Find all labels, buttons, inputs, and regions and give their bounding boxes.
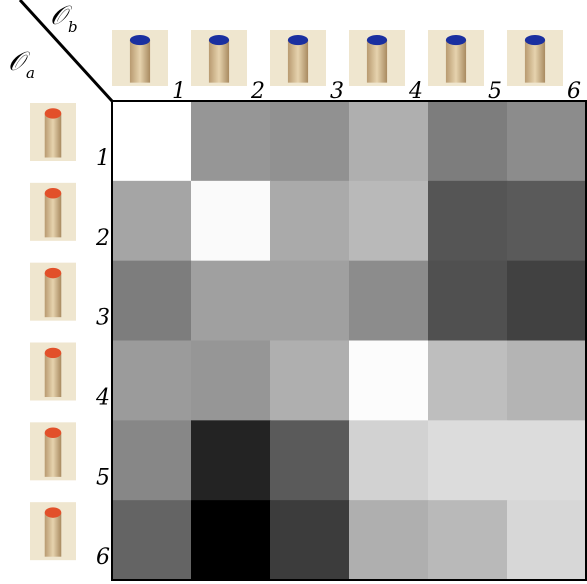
matrix-border xyxy=(111,100,587,581)
cylinder xyxy=(208,40,230,83)
cell xyxy=(428,420,508,501)
x-label-subscript: b xyxy=(68,18,78,36)
cell xyxy=(112,340,192,421)
cylinder xyxy=(44,193,62,238)
cell xyxy=(191,260,271,341)
y-tick-label: 3 xyxy=(96,306,110,331)
y-tick-label: 1 xyxy=(96,146,110,171)
y-axis-label: 𝒪 a xyxy=(8,47,35,82)
x-tick-label: 4 xyxy=(408,79,423,104)
thumbnail xyxy=(30,262,76,321)
cell xyxy=(191,101,271,182)
cell xyxy=(270,180,350,262)
cell xyxy=(428,180,508,262)
thumbnail xyxy=(30,342,76,401)
cell xyxy=(112,420,192,501)
cap xyxy=(129,35,151,46)
cylinder xyxy=(129,40,151,83)
x-tick-label: 3 xyxy=(330,79,344,104)
y-tick-label: 6 xyxy=(96,545,110,570)
cell xyxy=(270,101,350,182)
cap xyxy=(208,35,230,46)
x-tick-label: 1 xyxy=(172,79,186,104)
x-axis-label: 𝒪 b xyxy=(50,1,78,36)
cylinder xyxy=(366,40,388,83)
cell xyxy=(270,420,350,501)
cell xyxy=(112,500,192,581)
cell xyxy=(428,340,508,421)
cell xyxy=(507,340,587,421)
cell xyxy=(191,180,271,262)
y-tick-label: 5 xyxy=(96,465,110,490)
cell xyxy=(112,101,192,182)
cell xyxy=(349,260,429,341)
cylinder xyxy=(445,40,467,83)
cylinder xyxy=(44,273,62,318)
cell xyxy=(191,340,271,421)
x-tick-label: 6 xyxy=(567,79,581,104)
cylinder xyxy=(44,352,62,398)
cap xyxy=(44,267,62,279)
y-tick-label: 2 xyxy=(95,226,110,251)
cap xyxy=(44,108,62,119)
cell xyxy=(507,101,587,182)
thumbnail xyxy=(30,182,76,241)
thumbnail xyxy=(507,30,563,86)
thumbnail xyxy=(191,30,247,86)
cell xyxy=(507,180,587,262)
cap xyxy=(524,35,546,46)
thumbnail xyxy=(30,422,76,481)
thumbnail xyxy=(30,502,76,561)
cap xyxy=(44,188,62,199)
cylinder xyxy=(44,432,62,477)
thumbnail xyxy=(349,30,405,86)
cell xyxy=(270,340,350,421)
cylinder xyxy=(44,113,62,158)
cell xyxy=(349,180,429,262)
thumbnail xyxy=(428,30,484,86)
cell xyxy=(507,500,587,581)
y-tick-label: 4 xyxy=(95,386,110,411)
cell xyxy=(428,500,508,581)
cell xyxy=(349,500,429,581)
cap xyxy=(44,507,62,518)
cell xyxy=(349,420,429,501)
cell xyxy=(191,500,271,581)
cell xyxy=(507,420,587,501)
x-tick-label: 2 xyxy=(250,79,265,104)
cap xyxy=(44,427,62,438)
cylinder xyxy=(287,40,309,83)
cylinder xyxy=(44,512,62,557)
cell xyxy=(112,260,192,341)
thumbnail xyxy=(30,103,76,161)
corner-diagonal xyxy=(18,0,114,103)
thumbnail xyxy=(112,30,168,86)
cell xyxy=(112,180,192,262)
cell xyxy=(507,260,587,341)
cell xyxy=(349,340,429,421)
cell xyxy=(428,260,508,341)
y-label-subscript: a xyxy=(26,64,35,82)
thumbnail xyxy=(270,30,326,86)
cap xyxy=(44,347,62,359)
cell xyxy=(428,101,508,182)
cap xyxy=(287,35,309,46)
x-tick-label: 5 xyxy=(488,79,502,104)
cylinder xyxy=(524,40,546,83)
cell xyxy=(191,420,271,501)
cell xyxy=(349,101,429,182)
cap xyxy=(445,35,467,46)
cell xyxy=(270,500,350,581)
cap xyxy=(366,35,388,46)
cell xyxy=(270,260,350,341)
